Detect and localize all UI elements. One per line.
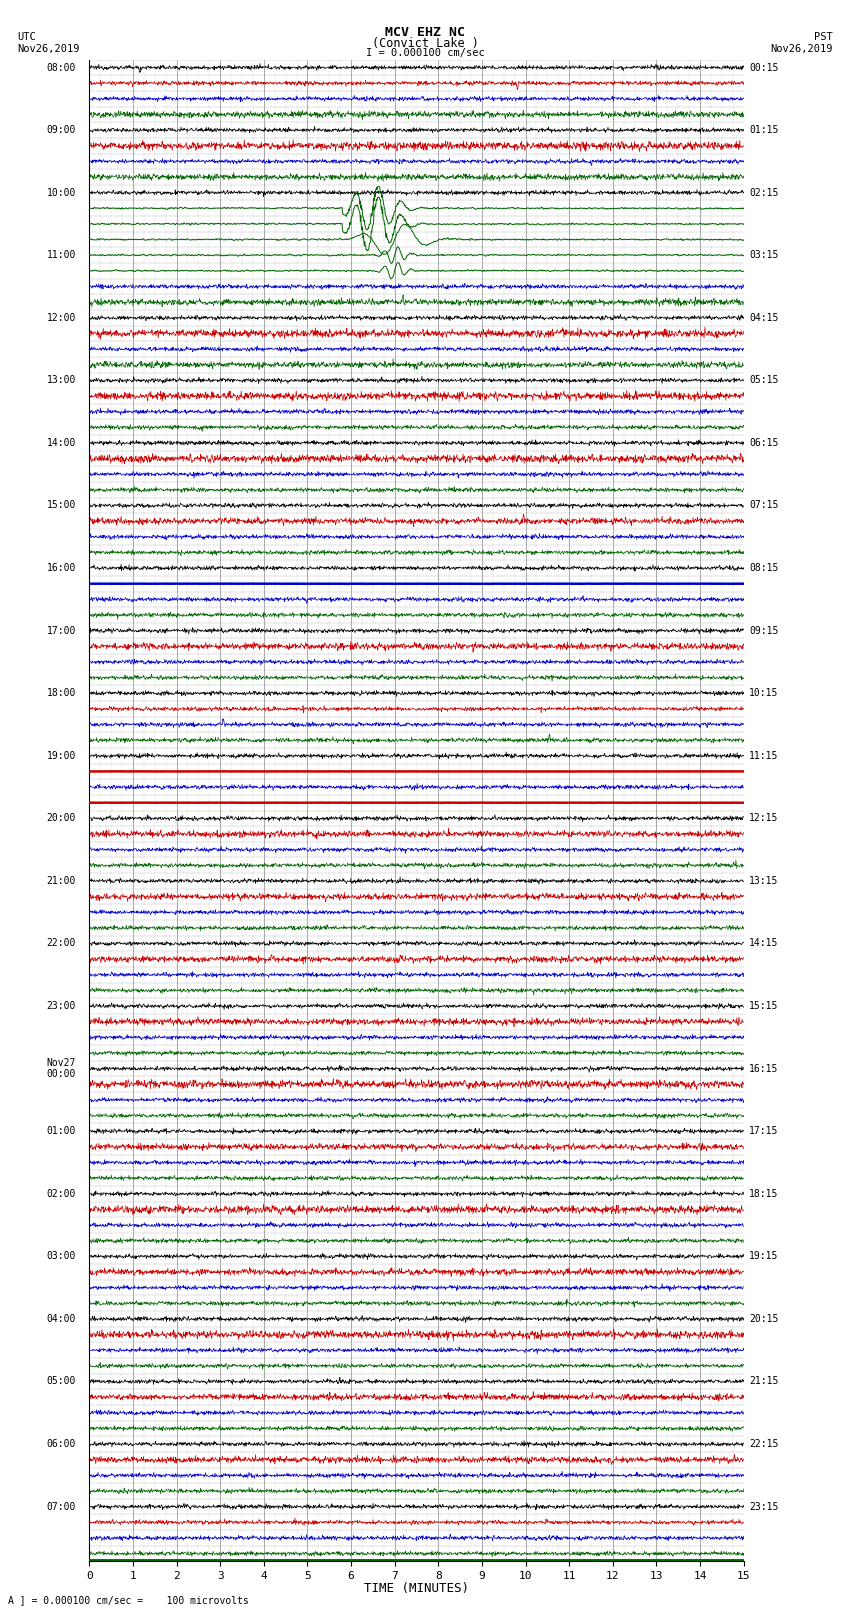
Text: UTC
Nov26,2019: UTC Nov26,2019 (17, 32, 80, 53)
Text: 14:15: 14:15 (749, 939, 779, 948)
Text: 10:15: 10:15 (749, 689, 779, 698)
Text: 21:00: 21:00 (47, 876, 76, 886)
Text: 17:15: 17:15 (749, 1126, 779, 1136)
Text: 01:15: 01:15 (749, 126, 779, 135)
Text: 08:15: 08:15 (749, 563, 779, 573)
Text: Nov27
00:00: Nov27 00:00 (47, 1058, 76, 1079)
Text: I = 0.000100 cm/sec: I = 0.000100 cm/sec (366, 48, 484, 58)
Text: 07:00: 07:00 (47, 1502, 76, 1511)
Text: 00:15: 00:15 (749, 63, 779, 73)
Text: 03:00: 03:00 (47, 1252, 76, 1261)
Text: 12:00: 12:00 (47, 313, 76, 323)
Text: 06:00: 06:00 (47, 1439, 76, 1448)
Text: 04:15: 04:15 (749, 313, 779, 323)
Text: 15:00: 15:00 (47, 500, 76, 510)
Text: 14:00: 14:00 (47, 437, 76, 448)
Text: 07:15: 07:15 (749, 500, 779, 510)
Text: 22:15: 22:15 (749, 1439, 779, 1448)
Text: 02:15: 02:15 (749, 187, 779, 198)
Text: 11:00: 11:00 (47, 250, 76, 260)
Text: 04:00: 04:00 (47, 1315, 76, 1324)
Text: 11:15: 11:15 (749, 750, 779, 761)
Text: MCV EHZ NC: MCV EHZ NC (385, 26, 465, 39)
Text: A ] = 0.000100 cm/sec =    100 microvolts: A ] = 0.000100 cm/sec = 100 microvolts (8, 1595, 249, 1605)
Text: (Convict Lake ): (Convict Lake ) (371, 37, 479, 50)
Text: 22:00: 22:00 (47, 939, 76, 948)
Text: 23:15: 23:15 (749, 1502, 779, 1511)
Text: 16:15: 16:15 (749, 1063, 779, 1074)
Text: 03:15: 03:15 (749, 250, 779, 260)
Text: 16:00: 16:00 (47, 563, 76, 573)
Text: 08:00: 08:00 (47, 63, 76, 73)
Text: 06:15: 06:15 (749, 437, 779, 448)
X-axis label: TIME (MINUTES): TIME (MINUTES) (364, 1582, 469, 1595)
Text: 01:00: 01:00 (47, 1126, 76, 1136)
Text: 21:15: 21:15 (749, 1376, 779, 1387)
Text: 09:15: 09:15 (749, 626, 779, 636)
Text: 13:00: 13:00 (47, 376, 76, 386)
Text: 12:15: 12:15 (749, 813, 779, 823)
Text: 18:00: 18:00 (47, 689, 76, 698)
Text: 19:15: 19:15 (749, 1252, 779, 1261)
Text: 15:15: 15:15 (749, 1002, 779, 1011)
Text: 17:00: 17:00 (47, 626, 76, 636)
Text: PST
Nov26,2019: PST Nov26,2019 (770, 32, 833, 53)
Text: 09:00: 09:00 (47, 126, 76, 135)
Text: 23:00: 23:00 (47, 1002, 76, 1011)
Text: 02:00: 02:00 (47, 1189, 76, 1198)
Text: 20:15: 20:15 (749, 1315, 779, 1324)
Text: 18:15: 18:15 (749, 1189, 779, 1198)
Text: 05:00: 05:00 (47, 1376, 76, 1387)
Text: 13:15: 13:15 (749, 876, 779, 886)
Text: 19:00: 19:00 (47, 750, 76, 761)
Text: 20:00: 20:00 (47, 813, 76, 823)
Text: 05:15: 05:15 (749, 376, 779, 386)
Text: 10:00: 10:00 (47, 187, 76, 198)
